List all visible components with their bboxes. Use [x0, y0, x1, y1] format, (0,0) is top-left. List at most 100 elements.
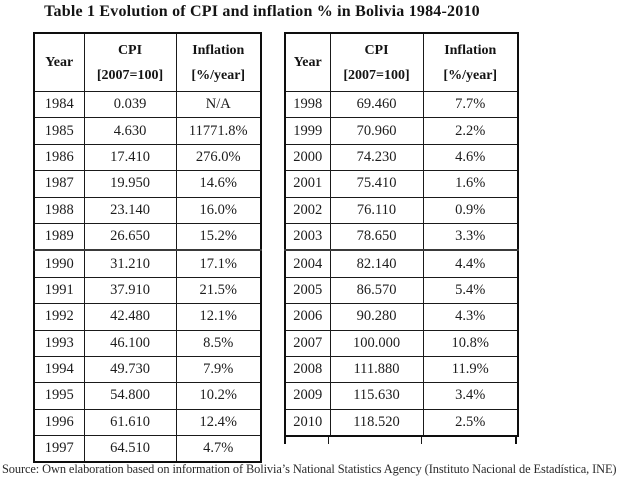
- table-row: 1997 64.510 4.7%: [33, 435, 262, 463]
- table-row: 1986 17.410 276.0%: [33, 143, 262, 172]
- column-header-year: Year: [33, 32, 85, 92]
- column-header-year: Year: [284, 32, 331, 92]
- cpi-cell: 37.910: [83, 276, 177, 305]
- table-row: 2001 75.410 1.6%: [284, 170, 519, 198]
- table-row: 1999 70.960 2.2%: [284, 117, 519, 145]
- year-cell: 1994: [33, 355, 85, 384]
- right-table-body: 1998 69.460 7.7% 1999 70.960 2.2% 2000 74.230 4.…: [284, 90, 519, 437]
- inflation-cell: 4.3%: [422, 303, 519, 331]
- year-cell: 2002: [284, 196, 331, 224]
- inflation-header-line1: Inflation: [192, 42, 245, 58]
- year-cell: 1999: [284, 117, 331, 145]
- inflation-cell: 21.5%: [175, 276, 262, 305]
- inflation-cell: 276.0%: [175, 143, 262, 172]
- cpi-header-line1: CPI: [117, 42, 143, 58]
- year-cell: 2005: [284, 276, 331, 305]
- table-row: 2006 90.280 4.3%: [284, 303, 519, 331]
- year-cell: 1987: [33, 170, 85, 198]
- cpi-cell: 42.480: [83, 303, 177, 331]
- table-row: 1984 0.039 N/A: [33, 90, 262, 119]
- inflation-cell: 0.9%: [422, 196, 519, 224]
- inflation-cell: 15.2%: [175, 222, 262, 251]
- table-row: 2003 78.650 3.3%: [284, 222, 519, 251]
- table-row: 2008 111.880 11.9%: [284, 355, 519, 384]
- inflation-cell: 2.5%: [422, 408, 519, 437]
- inflation-cell: 11.9%: [422, 355, 519, 384]
- table-row: 1998 69.460 7.7%: [284, 90, 519, 119]
- column-header-inflation: Inflation [%/year]: [422, 32, 519, 92]
- year-cell: 1984: [33, 90, 85, 119]
- table-row: 1989 26.650 15.2%: [33, 222, 262, 251]
- cpi-header-line2: [2007=100]: [343, 67, 410, 83]
- inflation-header-line2: [%/year]: [443, 67, 498, 83]
- cpi-cell: 90.280: [329, 303, 424, 331]
- year-cell: 2000: [284, 143, 331, 172]
- cpi-cell: 74.230: [329, 143, 424, 172]
- inflation-cell: 3.4%: [422, 382, 519, 410]
- cpi-cell: 64.510: [83, 435, 177, 463]
- cpi-cell: 76.110: [329, 196, 424, 224]
- table-row: 2000 74.230 4.6%: [284, 143, 519, 172]
- table-row: 2009 115.630 3.4%: [284, 382, 519, 410]
- table-row: 1994 49.730 7.9%: [33, 355, 262, 384]
- table-row: 1993 46.100 8.5%: [33, 329, 262, 357]
- year-cell: 1993: [33, 329, 85, 357]
- header-row: Year CPI [2007=100] Inflation [%/year]: [284, 32, 519, 92]
- inflation-cell: 5.4%: [422, 276, 519, 305]
- inflation-cell: 4.4%: [422, 249, 519, 278]
- inflation-cell: 12.1%: [175, 303, 262, 331]
- inflation-cell: 10.8%: [422, 329, 519, 357]
- cpi-cell: 75.410: [329, 170, 424, 198]
- table-row: 1991 37.910 21.5%: [33, 276, 262, 305]
- year-cell: 1992: [33, 303, 85, 331]
- table-row: 1992 42.480 12.1%: [33, 303, 262, 331]
- column-header-inflation: Inflation [%/year]: [175, 32, 262, 92]
- scan-stub-row: [284, 437, 519, 445]
- cpi-cell: 82.140: [329, 249, 424, 278]
- cpi-header-line2: [2007=100]: [96, 67, 164, 83]
- year-cell: 1989: [33, 222, 85, 251]
- year-cell: 1991: [33, 276, 85, 305]
- left-table-header: Year CPI [2007=100] Inflation [%/year]: [33, 32, 262, 92]
- year-cell: 2010: [284, 408, 331, 437]
- cpi-cell: 70.960: [329, 117, 424, 145]
- year-cell: 1990: [33, 249, 85, 278]
- inflation-cell: 8.5%: [175, 329, 262, 357]
- column-header-cpi: CPI [2007=100]: [329, 32, 424, 92]
- year-cell: 1995: [33, 382, 85, 410]
- cpi-cell: 46.100: [83, 329, 177, 357]
- inflation-cell: 7.9%: [175, 355, 262, 384]
- table-row: 1990 31.210 17.1%: [33, 249, 262, 278]
- table-row: 2010 118.520 2.5%: [284, 408, 519, 437]
- table-row: 2002 76.110 0.9%: [284, 196, 519, 224]
- year-cell: 2006: [284, 303, 331, 331]
- page-title: Table 1 Evolution of CPI and inflation %…: [44, 3, 480, 20]
- inflation-cell: 10.2%: [175, 382, 262, 410]
- inflation-cell: 4.6%: [422, 143, 519, 172]
- cpi-cell: 61.610: [83, 408, 177, 437]
- year-cell: 1985: [33, 117, 85, 145]
- cpi-cell: 115.630: [329, 382, 424, 410]
- cpi-cell: 69.460: [329, 90, 424, 119]
- left-table-body: 1984 0.039 N/A 1985 4.630 11771.8% 1986 17.410 2…: [33, 90, 262, 463]
- year-cell: 2007: [284, 329, 331, 357]
- year-cell: 1998: [284, 90, 331, 119]
- year-cell: 2003: [284, 222, 331, 251]
- right-table-column: Year CPI [2007=100] Inflation [%/year] 1…: [284, 32, 519, 445]
- cpi-cell: 49.730: [83, 355, 177, 384]
- year-cell: 2004: [284, 249, 331, 278]
- stub-cell: [284, 437, 329, 445]
- inflation-cell: N/A: [175, 90, 262, 119]
- cpi-cell: 17.410: [83, 143, 177, 172]
- cpi-cell: 78.650: [329, 222, 424, 251]
- inflation-header-line2: [%/year]: [191, 67, 246, 83]
- table-row: 1987 19.950 14.6%: [33, 170, 262, 198]
- table-row: 1995 54.800 10.2%: [33, 382, 262, 410]
- cpi-cell: 86.570: [329, 276, 424, 305]
- cpi-cell: 4.630: [83, 117, 177, 145]
- year-header-label: Year: [293, 55, 322, 70]
- inflation-cell: 14.6%: [175, 170, 262, 198]
- table-row: 2004 82.140 4.4%: [284, 249, 519, 278]
- inflation-cell: 17.1%: [175, 249, 262, 278]
